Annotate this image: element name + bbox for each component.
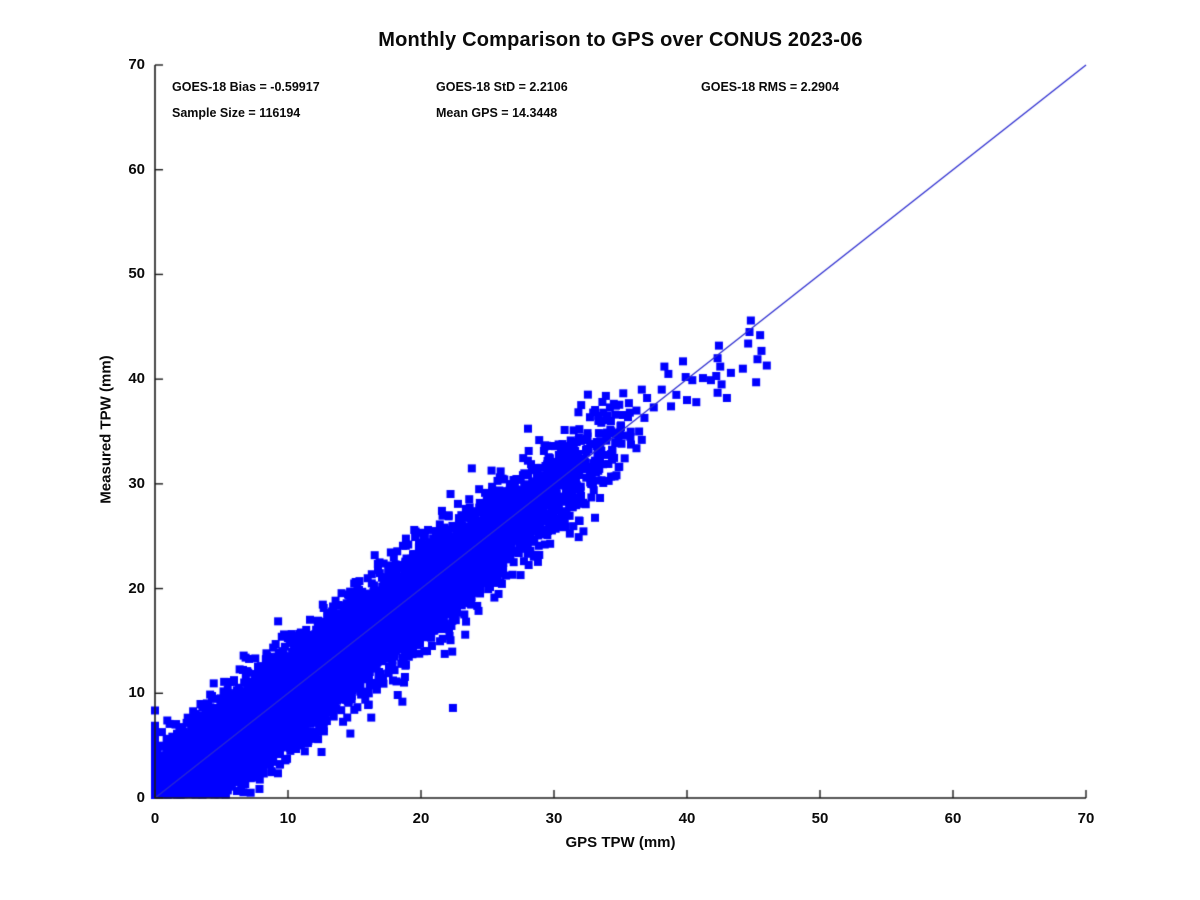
x-tick-label: 60 [944,810,962,827]
x-tick-label: 70 [1077,810,1095,827]
stat-std: GOES-18 StD = 2.2106 [436,80,568,94]
y-tick-label: 70 [128,56,145,73]
x-axis-label: GPS TPW (mm) [565,834,676,851]
y-tick-label: 30 [128,474,145,492]
x-tick-label: 30 [545,810,563,827]
x-tick-label: 0 [150,810,160,827]
stat-sample-size: Sample Size = 116194 [172,106,301,120]
y-axis-label: Measured TPW (mm) [97,355,115,504]
chart-title: Monthly Comparison to GPS over CONUS 202… [378,29,863,51]
stat-bias: GOES-18 Bias = -0.59917 [172,80,320,94]
y-tick-label: 60 [128,160,145,178]
x-tick-label: 50 [811,810,829,827]
stat-mean-gps: Mean GPS = 14.3448 [436,106,558,120]
y-tick-label: 20 [128,579,145,597]
stat-rms: GOES-18 RMS = 2.2904 [701,80,839,94]
y-tick-label: 50 [128,265,145,283]
x-tick-label: 20 [412,810,430,827]
y-tick-label: 40 [128,370,145,388]
y-tick-label: 10 [128,684,145,702]
y-tick-label: 0 [136,789,145,806]
x-tick-label: 40 [678,810,696,827]
x-tick-label: 10 [279,810,297,827]
